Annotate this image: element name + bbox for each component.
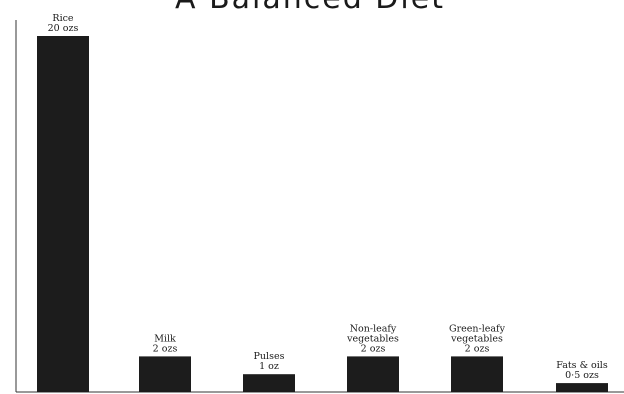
bar-label-3-0: Non-leafy bbox=[350, 323, 397, 334]
chart-title-text: A Balanced Diet bbox=[175, 0, 445, 16]
bar-label-3-1: vegetables bbox=[346, 333, 399, 344]
bar-label-1-0: Milk bbox=[154, 333, 176, 344]
bar-label-5-0: Fats & oils bbox=[556, 360, 608, 371]
bar-label-2-0: Pulses bbox=[254, 351, 285, 362]
bars-group bbox=[37, 36, 608, 392]
bar-value-label-0: 20 ozs bbox=[48, 23, 79, 34]
bar-label-4-0: Green-leafy bbox=[449, 323, 506, 334]
bar-1 bbox=[139, 356, 191, 392]
bar-label-4-1: vegetables bbox=[450, 333, 503, 344]
bar-2 bbox=[243, 374, 295, 392]
bar-label-0-0: Rice bbox=[52, 13, 74, 24]
bar-value-label-4: 2 ozs bbox=[465, 343, 490, 354]
bar-4 bbox=[451, 356, 503, 392]
bar-value-label-5: 0·5 ozs bbox=[565, 370, 599, 381]
bar-value-label-1: 2 ozs bbox=[153, 343, 178, 354]
bar-0 bbox=[37, 36, 89, 392]
bar-value-label-3: 2 ozs bbox=[361, 343, 386, 354]
bar-3 bbox=[347, 356, 399, 392]
chart-title: A Balanced Diet bbox=[175, 0, 445, 16]
bar-value-label-2: 1 oz bbox=[259, 361, 279, 372]
bar-5 bbox=[556, 383, 608, 392]
